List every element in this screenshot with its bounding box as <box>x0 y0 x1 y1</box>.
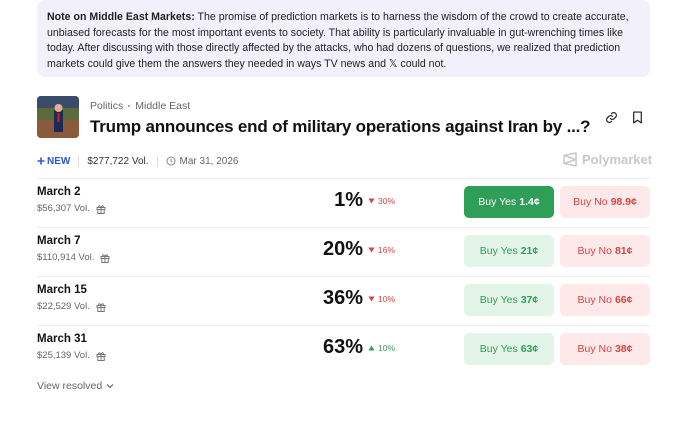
change-text: 10% <box>378 294 396 304</box>
button-price: 1.4¢ <box>519 196 540 208</box>
button-label: Buy Yes <box>478 196 517 208</box>
gift-icon <box>96 204 106 214</box>
button-label: Buy Yes <box>479 294 518 306</box>
buy-no-button[interactable]: Buy No 98.9¢ <box>560 186 650 218</box>
outcome-label: March 31 <box>37 333 87 345</box>
change-arrow <box>368 296 375 302</box>
outcome-volume: $25,139 Vol. <box>37 350 106 361</box>
volume-text: $110,914 Vol. <box>37 252 95 263</box>
gift-icon <box>96 351 106 361</box>
chance: 63% <box>322 336 363 358</box>
breadcrumb[interactable]: Middle East <box>135 100 191 112</box>
button-price: 38¢ <box>614 343 633 355</box>
buy-no-button[interactable]: Buy No 81¢ <box>560 235 650 267</box>
button-price: 66¢ <box>614 294 633 306</box>
change-text: 16% <box>378 245 396 255</box>
breadcrumb[interactable]: Politics <box>90 100 124 112</box>
volume-text: $25,139 Vol. <box>37 350 90 361</box>
button-price: 81¢ <box>614 245 633 257</box>
breadcrumbs: Politics Middle East <box>90 100 190 112</box>
note-text: The promise of prediction markets is to … <box>47 11 629 70</box>
change-text: 10% <box>378 343 396 353</box>
outcome-label: March 7 <box>37 235 81 247</box>
gift-icon <box>96 302 106 312</box>
copy-link-button[interactable] <box>605 111 618 124</box>
button-price: 63¢ <box>520 343 539 355</box>
chance: 36% <box>322 287 363 309</box>
chevron-icon <box>106 384 114 389</box>
buy-yes-button[interactable]: Buy Yes 37¢ <box>464 284 554 316</box>
brand-name: Polymarket <box>582 152 653 167</box>
button-label: Buy Yes <box>479 245 518 257</box>
outcome-volume: $110,914 Vol. <box>37 252 110 263</box>
button-label: Buy No <box>577 294 612 306</box>
gift-icon <box>100 253 110 263</box>
view-resolved-text: View resolved <box>37 380 103 392</box>
button-label: Buy No <box>577 343 612 355</box>
button-price: 37¢ <box>520 294 539 306</box>
view-resolved-button[interactable]: View resolved <box>37 380 114 392</box>
change-arrow <box>368 247 375 253</box>
brand: Polymarket <box>563 152 652 167</box>
outcome-volume: $56,307 Vol. <box>37 203 106 214</box>
volume-text: $22,529 Vol. <box>37 301 90 312</box>
outcome-row: March 31 $25,139 Vol. 63% 10% Buy Yes 63¢ Buy … <box>37 325 650 374</box>
note: Note on Middle East Markets: The promise… <box>37 0 650 77</box>
badge-text: NEW <box>47 155 71 167</box>
plus-icon <box>37 157 45 165</box>
market-title: Trump announces end of military operatio… <box>90 117 591 136</box>
new-badge: NEW <box>37 156 70 167</box>
separator <box>156 155 158 167</box>
change: 10% <box>368 294 395 304</box>
change-arrow <box>368 198 375 204</box>
buy-yes-button[interactable]: Buy Yes 21¢ <box>464 235 554 267</box>
buy-no-button[interactable]: Buy No 66¢ <box>560 284 650 316</box>
outcome-volume: $22,529 Vol. <box>37 301 106 312</box>
note-label: Note on Middle East Markets: <box>47 11 195 23</box>
change: 30% <box>368 196 395 206</box>
button-price: 98.9¢ <box>610 196 637 208</box>
market-meta: NEW $277,722 Vol. Mar 31, 2026 <box>37 154 238 168</box>
chance: 20% <box>322 238 363 260</box>
market-image <box>37 96 79 138</box>
buy-yes-button[interactable]: Buy Yes 1.4¢ <box>464 186 554 218</box>
button-price: 21¢ <box>520 245 539 257</box>
bookmark-button[interactable] <box>632 111 643 124</box>
total-volume: $277,722 Vol. <box>87 155 149 167</box>
change-arrow <box>368 345 375 351</box>
change: 16% <box>368 245 395 255</box>
clock-icon <box>166 156 176 166</box>
volume-text: $56,307 Vol. <box>37 203 90 214</box>
date-text: Mar 31, 2026 <box>179 155 239 167</box>
outcome-row: March 2 $56,307 Vol. 1% 30% Buy Yes 1.4¢ Buy N… <box>37 178 650 227</box>
chance: 1% <box>334 189 363 211</box>
button-label: Buy Yes <box>479 343 518 355</box>
change: 10% <box>368 343 395 353</box>
buy-yes-button[interactable]: Buy Yes 63¢ <box>464 333 554 365</box>
buy-no-button[interactable]: Buy No 38¢ <box>560 333 650 365</box>
button-label: Buy No <box>573 196 608 208</box>
button-label: Buy No <box>577 245 612 257</box>
separator <box>128 105 131 107</box>
end-date: Mar 31, 2026 <box>166 155 239 167</box>
outcome-row: March 7 $110,914 Vol. 20% 16% Buy Yes 21¢ Buy … <box>37 227 650 276</box>
outcome-label: March 15 <box>37 284 87 296</box>
brand-logo <box>563 152 577 167</box>
change-text: 30% <box>378 196 396 206</box>
outcome-row: March 15 $22,529 Vol. 36% 10% Buy Yes 37¢ Buy … <box>37 276 650 325</box>
separator <box>78 155 80 167</box>
outcome-label: March 2 <box>37 186 81 198</box>
